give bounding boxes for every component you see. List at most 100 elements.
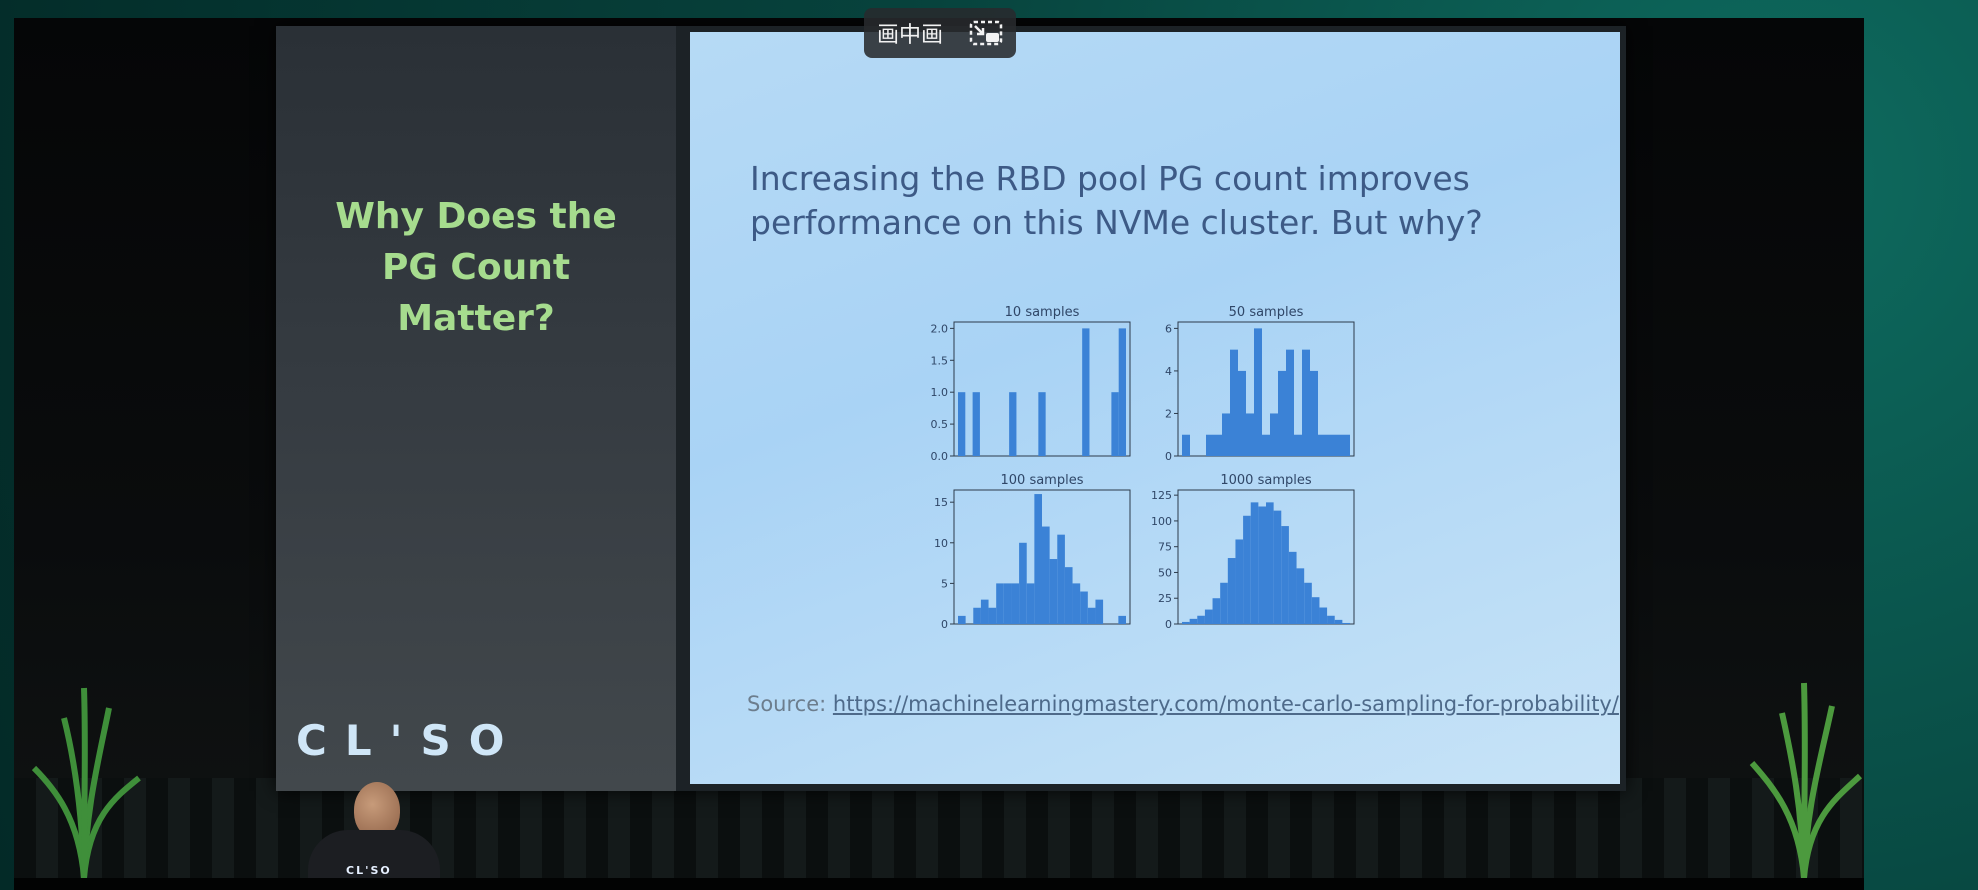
histogram-bar (1296, 568, 1305, 624)
speaker-body (308, 830, 440, 878)
slide-left-panel: Why Does the PG Count Matter? CL'SO (276, 26, 676, 791)
histogram-bar (1310, 370, 1318, 456)
histogram-bar (1182, 621, 1190, 624)
histogram-bar (1095, 599, 1104, 624)
histogram-bar (1250, 502, 1259, 624)
histogram-bar (1334, 434, 1342, 456)
histogram-bar (1302, 349, 1310, 456)
histogram-bar (1212, 598, 1221, 624)
y-tick-label: 1.0 (931, 386, 949, 399)
y-tick-label: 125 (1151, 489, 1172, 502)
histogram-bar (1243, 515, 1251, 624)
histogram-bar (988, 607, 997, 624)
histogram-bar (973, 607, 981, 624)
y-tick-label: 0 (1165, 450, 1172, 463)
side-title-line: Matter? (397, 298, 555, 339)
histogram-10-samples: 10 samples 0.0 0.5 1.0 1.5 2.0 (918, 300, 1138, 472)
histogram-bar (1334, 619, 1343, 624)
y-tick-label: 1.5 (931, 354, 949, 367)
histogram-bar (1266, 502, 1274, 624)
histogram-bar (1235, 539, 1244, 624)
histogram-title: 100 samples (1001, 473, 1084, 488)
histogram-bar (1049, 559, 1058, 624)
stage-curtain (14, 778, 1864, 878)
source-label: Source: (747, 692, 827, 716)
histogram-bar (980, 599, 989, 624)
histogram-bar (1026, 583, 1035, 624)
histogram-bar (1254, 328, 1262, 456)
y-tick-label: 6 (1165, 322, 1172, 335)
source-link[interactable]: https://machinelearningmastery.com/monte… (832, 692, 1619, 716)
plant-left (31, 687, 141, 878)
side-title-line: Why Does the (335, 196, 617, 237)
y-tick-label: 0 (1165, 618, 1172, 631)
pip-label: 画中画 (876, 23, 943, 48)
histogram-bar (1189, 618, 1198, 624)
histogram-bar (958, 615, 966, 624)
histogram-bar (1118, 615, 1126, 624)
histogram-bar (1319, 607, 1328, 624)
brand-logo: CL'SO (296, 716, 523, 765)
plant-right (1749, 682, 1863, 878)
histogram-bar (1064, 567, 1073, 624)
histogram-bar (1204, 609, 1213, 624)
histogram-bar (1111, 392, 1119, 456)
histogram-bar (1304, 582, 1312, 624)
histogram-bar (1288, 551, 1297, 624)
histogram-bar (1072, 583, 1081, 624)
histogram-svg: 100 samples 0 5 10 15 (934, 473, 1131, 631)
histogram-bar (1238, 370, 1246, 456)
histogram-bar (1042, 526, 1050, 624)
y-tick-label: 50 (1158, 566, 1172, 579)
histogram-1000-samples: 1000 samples 0 25 50 75 100 125 (1142, 468, 1362, 640)
video-frame[interactable]: Why Does the PG Count Matter? CL'SO Incr… (14, 18, 1864, 878)
histogram-bar (1038, 392, 1046, 456)
histogram-bar (972, 392, 980, 456)
side-title-line: PG Count (381, 247, 571, 288)
y-tick-label: 100 (1151, 515, 1172, 528)
histogram-bar (1342, 622, 1350, 624)
histogram-bar (1326, 434, 1334, 456)
y-tick-label: 5 (941, 577, 948, 590)
histogram-bar (1019, 542, 1027, 624)
histogram-bar (1273, 510, 1282, 624)
y-tick-label: 25 (1158, 592, 1172, 605)
histogram-bar (1286, 349, 1294, 456)
histogram-bar (1003, 583, 1012, 624)
picture-in-picture-button[interactable]: 画中画 (864, 8, 1016, 58)
slide-content: Increasing the RBD pool PG count improve… (690, 32, 1620, 784)
histogram-bar (1118, 328, 1126, 456)
histogram-bar (1222, 413, 1230, 456)
exit-pip-icon (969, 20, 1003, 46)
source-citation: Source: https://machinelearningmastery.c… (747, 692, 1619, 716)
y-tick-label: 2 (1165, 407, 1172, 420)
slide-side-title: Why Does the PG Count Matter? (296, 191, 656, 344)
speaker-head (354, 782, 400, 838)
histogram-bar (1318, 434, 1326, 456)
y-tick-label: 0.0 (931, 450, 949, 463)
histogram-bar (1278, 370, 1286, 456)
slide-heading: Increasing the RBD pool PG count improve… (750, 157, 1570, 245)
y-tick-label: 75 (1158, 541, 1172, 554)
histogram-bar (996, 583, 1004, 624)
histogram-bar (1057, 534, 1065, 624)
histogram-svg: 10 samples 0.0 0.5 1.0 1.5 2.0 (931, 305, 1131, 463)
histogram-bar (1270, 413, 1278, 456)
histogram-svg: 50 samples 0 2 4 6 (1165, 305, 1355, 463)
histogram-bar (1080, 591, 1088, 624)
projected-slide: Why Does the PG Count Matter? CL'SO Incr… (276, 26, 1626, 791)
histogram-title: 1000 samples (1220, 473, 1311, 488)
y-tick-label: 0 (941, 618, 948, 631)
histogram-bar (1230, 349, 1238, 456)
histogram-bar (1214, 434, 1222, 456)
speaker: CL'SO (298, 782, 448, 878)
histogram-bar (1082, 328, 1090, 456)
histogram-bar (1258, 506, 1266, 624)
histogram-bar (1327, 615, 1335, 624)
histogram-bar (1220, 582, 1228, 624)
histogram-bar (1262, 434, 1270, 456)
histogram-50-samples: 50 samples 0 2 4 6 (1142, 300, 1362, 472)
stage-floor (14, 878, 1864, 890)
histogram-title: 50 samples (1229, 305, 1304, 320)
histogram-bar (1342, 434, 1350, 456)
